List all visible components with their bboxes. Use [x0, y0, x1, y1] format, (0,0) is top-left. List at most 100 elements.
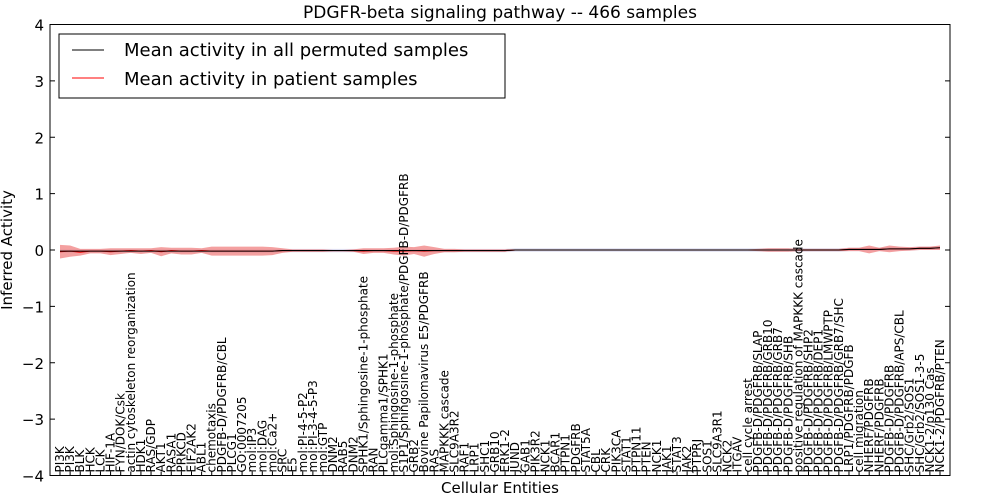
- x-tick-label: STAT5A: [579, 427, 593, 472]
- y-tick-label: −2: [22, 355, 44, 373]
- x-tick-label: cell cycle arrest: [741, 378, 755, 473]
- x-tick-label: mol:DAG: [255, 420, 269, 473]
- x-tick-label: PLCgamma1/SPHK1: [377, 353, 391, 472]
- x-tick-label: ABL1: [195, 442, 209, 473]
- x-tick-label: PTEN: [640, 441, 654, 472]
- x-tick-label: NHERF/PDGFRB: [862, 378, 876, 472]
- x-tick-label: mol:GTP: [316, 423, 330, 473]
- x-tick-label: PIK3R2: [528, 430, 542, 472]
- x-tick-label: RAN: [367, 447, 381, 472]
- x-tick-label: LRP1: [468, 443, 482, 473]
- x-tick-label: JAK2: [680, 445, 694, 473]
- x-tick-label: RAF1: [458, 442, 472, 473]
- x-tick-label: SLC9A3R1: [710, 410, 724, 472]
- chart-title: PDGFR-beta signaling pathway -- 466 samp…: [303, 3, 697, 23]
- x-tick-label: AKT1: [154, 442, 168, 472]
- x-tick-label: DNM2: [326, 436, 340, 472]
- x-tick-label: PDGFB-D/PDGFRB/SHB: [781, 336, 795, 473]
- x-tick-label: DNM2: [346, 436, 360, 472]
- x-tick-label: NHERF/PDGFRB: [872, 378, 886, 472]
- x-tick-label: STAT1: [619, 436, 633, 472]
- x-tick-label: LCK: [93, 448, 107, 472]
- y-axis-label: Inferred Activity: [0, 190, 16, 310]
- x-tick-label: RAB5: [336, 441, 350, 473]
- x-tick-label: ITGAV: [731, 436, 745, 473]
- x-tick-label: PDGFRB: [569, 423, 583, 472]
- y-axis-ticks: −4 −3 −2 −1 0 1 2 3 4: [22, 17, 950, 486]
- x-tick-label: PLCG1: [225, 433, 239, 472]
- x-tick-label: mol:PI-4-5-P2: [296, 392, 310, 472]
- y-tick-label: −1: [22, 298, 44, 316]
- x-tick-label: NCK1-2/PDGFRB/PTEN: [933, 339, 947, 472]
- x-tick-label: GAB1: [518, 439, 532, 472]
- x-tick-label: FYN/DOK/Csk: [114, 393, 128, 472]
- x-tick-label: positive regulation of MAPKKK cascade: [791, 239, 805, 472]
- x-tick-label: PDGFB-D/PDGFRB/CBL: [215, 337, 229, 472]
- x-tick-label: PI3K: [53, 445, 67, 472]
- x-tick-label: PDGFB-D/PDGFRB/SLAP: [751, 331, 765, 473]
- x-tick-label: PDGFB-D/PDGFRB/DEP1: [812, 329, 826, 473]
- x-tick-label: LRP1/PDGFRB/PDGFB: [842, 344, 856, 472]
- legend-label-patient: Mean activity in patient samples: [124, 69, 418, 90]
- y-tick-label: 0: [34, 242, 44, 260]
- x-tick-label: SHC/Grb2/SOS1: [903, 378, 917, 473]
- x-tick-label: SHC1: [478, 440, 492, 473]
- legend-label-permuted: Mean activity in all permuted samples: [124, 40, 468, 61]
- x-tick-label: SRC: [276, 449, 290, 473]
- x-tick-label: PTPN1: [559, 434, 573, 472]
- x-tick-label: SOS1: [700, 440, 714, 472]
- x-tick-label: PDGFB-D/PDGFRB/APS/CBL: [893, 310, 907, 473]
- y-tick-label: 2: [34, 129, 44, 147]
- x-tick-label: BLK: [73, 449, 87, 473]
- x-tick-label: JAK1: [660, 445, 674, 473]
- patient-band: [60, 244, 940, 259]
- x-tick-label: CBL: [589, 449, 603, 473]
- x-tick-label: RAS: [427, 449, 441, 473]
- x-tick-label: NCK1: [539, 440, 553, 473]
- x-tick-label: PIK3CA: [609, 429, 623, 473]
- x-tick-label: GRB2: [407, 439, 421, 473]
- x-tick-label: S1P1/Sphingosine-1-phosphate/PDGFB-D/PDG…: [397, 173, 411, 472]
- legend: Mean activity in all permuted samples Me…: [58, 33, 506, 99]
- x-tick-label: E5: [286, 457, 300, 472]
- x-tick-label: PI3K: [63, 445, 77, 472]
- x-tick-label: PDGFB-D/PDGFRB/LMWPTP: [822, 310, 836, 473]
- x-tick-label: PDGFB-D/PDGFRB: [882, 365, 896, 473]
- x-tick-label: HCK: [83, 446, 97, 472]
- x-tick-label: NCK2: [721, 440, 735, 473]
- x-tick-label: PDGFB-D/PDGFRB/GRB7/SHC: [832, 298, 846, 472]
- x-tick-label: PTPRJ: [690, 439, 704, 473]
- x-tick-label: PTPN11: [630, 426, 644, 472]
- y-tick-label: 1: [34, 186, 44, 204]
- y-tick-label: −3: [22, 411, 44, 429]
- x-tick-label: RASA1: [164, 433, 178, 473]
- x-tick-label: BCAR1: [549, 432, 563, 473]
- x-tick-label: MAPKKK cascade: [437, 370, 451, 472]
- x-tick-label: GO:0007205: [235, 396, 249, 472]
- x-tick-label: EIF2AK2: [184, 423, 198, 472]
- y-tick-label: 4: [34, 17, 44, 35]
- y-tick-label: −4: [22, 468, 44, 486]
- x-tick-label: SHC/Grb2/SOS1-3-5: [913, 354, 927, 473]
- x-tick-label: PDGFB-D/PDGFRB/GRB10: [761, 320, 775, 473]
- entity-labels: PI3KPI3KBLKHCKLCKHIF-1AFYN/DOK/Cskactin …: [53, 173, 947, 473]
- x-tick-label: SPHK1/Sphingosine-1-phosphate: [356, 276, 370, 473]
- x-tick-label: mol:IP3: [245, 428, 259, 473]
- legend-box: [58, 33, 506, 99]
- x-tick-label: HIF-1A: [104, 432, 118, 472]
- x-tick-label: PDGFB-D/PDGFRB/GRB7: [771, 327, 785, 472]
- x-tick-label: CRK: [599, 447, 613, 473]
- x-tick-label: Bovine Papilomavirus E5/PDGFRB: [417, 271, 431, 472]
- x-tick-label: JUND: [508, 442, 522, 474]
- y-tick-label: 3: [34, 73, 44, 91]
- x-tick-label: mol:Ca2+: [265, 413, 279, 473]
- x-tick-label: RAS/GDP: [144, 419, 158, 473]
- x-tick-label: NCK1: [650, 440, 664, 473]
- x-tick-label: chemotaxis: [205, 403, 219, 472]
- x-tick-label: actin cytoskeleton reorganization: [124, 272, 138, 472]
- x-tick-label: PRKCD: [174, 432, 188, 472]
- permuted-series-line: [60, 247, 941, 252]
- x-tick-label: mol:PI-3-4-5-P3: [306, 380, 320, 472]
- x-tick-label: PDGFB-D/PDGFRB/SHP2: [802, 329, 816, 472]
